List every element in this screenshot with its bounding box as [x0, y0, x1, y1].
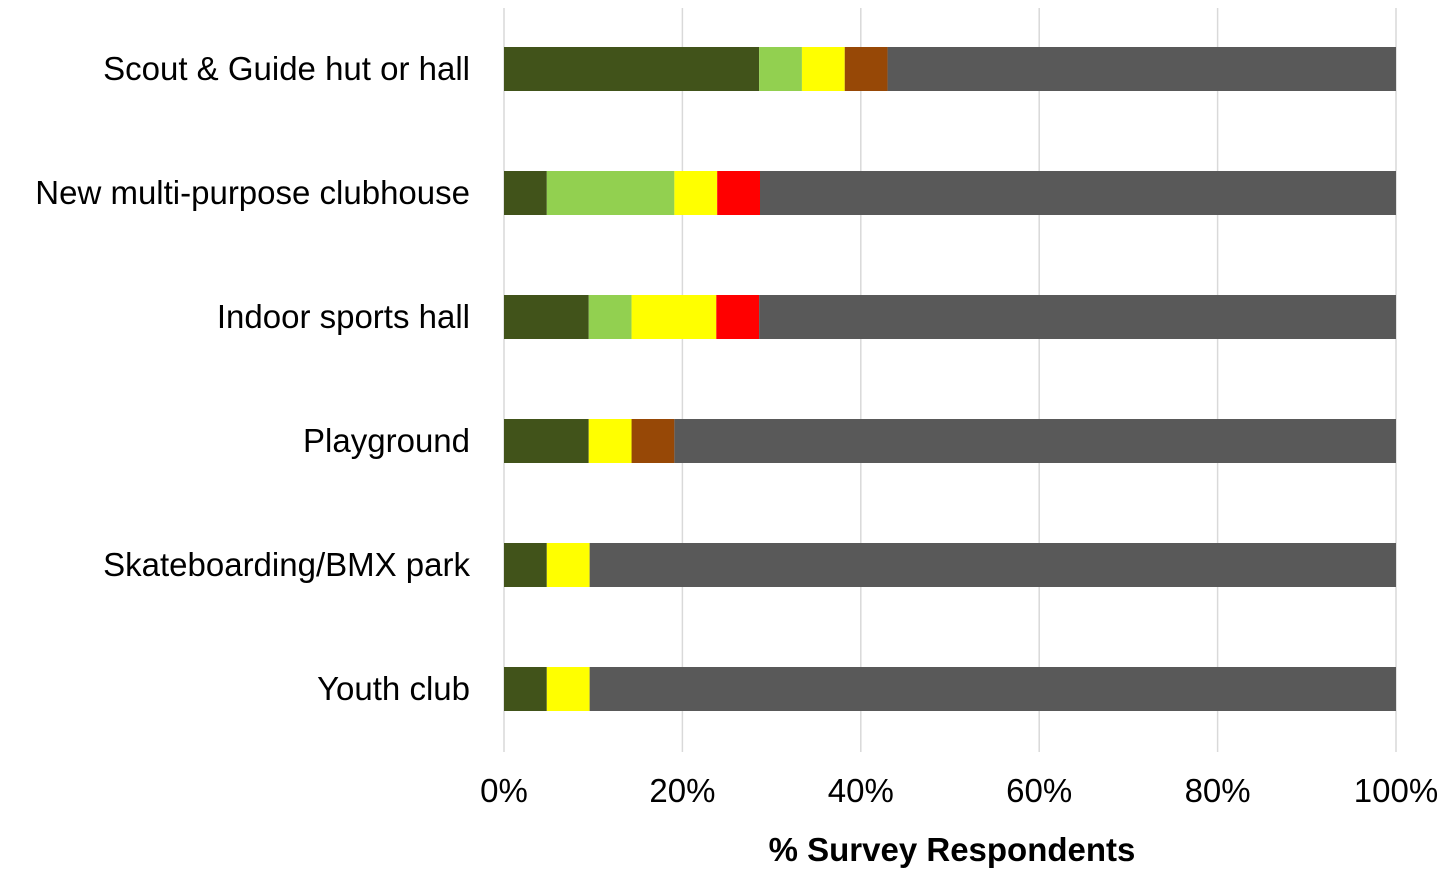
bar-segment [504, 295, 589, 339]
bar-segment [546, 171, 675, 215]
category-label: Skateboarding/BMX park [103, 546, 470, 583]
bar-segment [589, 667, 1396, 711]
gridlines [503, 8, 1397, 752]
bar-segment [504, 171, 547, 215]
bar-segment [760, 171, 1396, 215]
category-label: Indoor sports hall [217, 298, 470, 335]
bar-segment [631, 419, 675, 463]
bar-segment [504, 419, 589, 463]
bar-segment [631, 295, 717, 339]
x-tick-label: 60% [1006, 772, 1072, 809]
bar-segment [588, 295, 632, 339]
bar-segment [588, 419, 632, 463]
bar-segment [716, 295, 760, 339]
bar-segment [674, 171, 718, 215]
bar-segment [759, 295, 1396, 339]
bar-segment [504, 47, 760, 91]
x-tick-label: 80% [1185, 772, 1251, 809]
x-tick-labels: 0% 20% 40% 60% 80% 100% [480, 772, 1438, 809]
bar-segment [546, 543, 590, 587]
category-label: New multi-purpose clubhouse [35, 174, 470, 211]
category-label: Youth club [317, 670, 470, 707]
bar-segment [759, 47, 802, 91]
bar-segment [504, 667, 547, 711]
x-tick-label: 0% [480, 772, 528, 809]
bar-segment [589, 543, 1396, 587]
x-tick-label: 20% [649, 772, 715, 809]
bars [504, 47, 1396, 711]
x-axis-title: % Survey Respondents [769, 831, 1136, 868]
bar-segment [674, 419, 1396, 463]
x-tick-label: 40% [828, 772, 894, 809]
bar-segment [887, 47, 1396, 91]
x-tick-label: 100% [1354, 772, 1438, 809]
bar-segment [717, 171, 761, 215]
category-labels: Scout & Guide hut or hall New multi-purpo… [35, 50, 470, 707]
bar-segment [844, 47, 888, 91]
category-label: Scout & Guide hut or hall [103, 50, 470, 87]
bar-segment [504, 543, 547, 587]
bar-segment [546, 667, 590, 711]
category-label: Playground [303, 422, 470, 459]
bar-segment [801, 47, 845, 91]
